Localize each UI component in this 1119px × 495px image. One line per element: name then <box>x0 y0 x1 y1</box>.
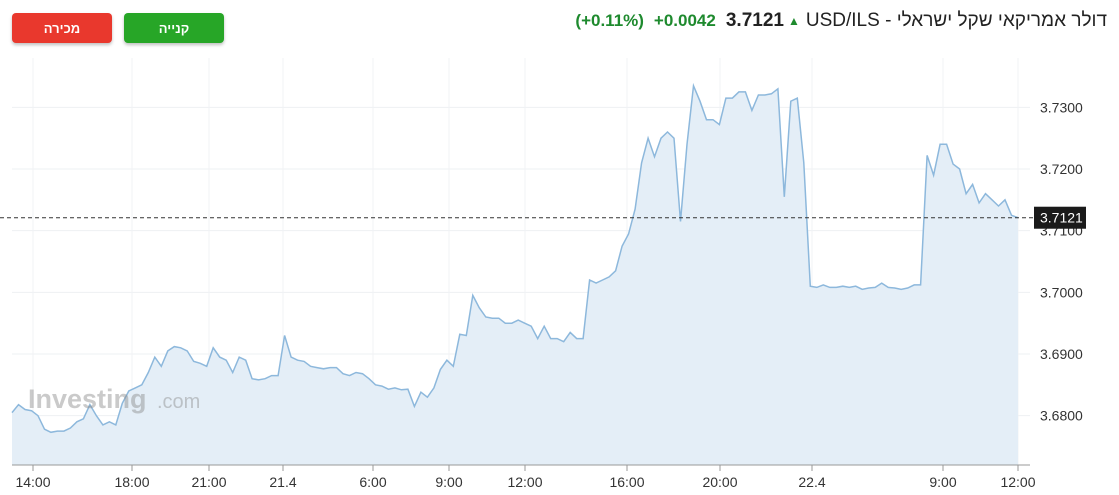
instrument-title: USD/ILS - דולר אמריקאי שקל ישראלי <box>805 10 1107 31</box>
y-tick-label: 3.6900 <box>1040 346 1083 362</box>
watermark-brand: Investing <box>28 384 147 414</box>
x-tick-label: 9:00 <box>435 474 462 490</box>
x-tick-label: 18:00 <box>114 474 149 490</box>
investing-watermark: Investing .com <box>28 384 200 414</box>
quote-header: (+0.11%) +0.0042 3.7121 ▲ USD/ILS - דולר… <box>575 10 1107 32</box>
x-axis: 14:00 18:00 21:00 21.4 6:00 9:00 12:00 16:00 20:… <box>12 464 1036 490</box>
x-tick-label: 22.4 <box>798 474 825 490</box>
x-tick-label: 12:00 <box>507 474 542 490</box>
y-tick-label: 3.6800 <box>1040 408 1083 424</box>
series-area <box>12 85 1018 466</box>
last-price: 3.7121 <box>725 10 784 31</box>
x-tick-label: 14:00 <box>15 474 50 490</box>
watermark-suffix: .com <box>157 391 200 413</box>
y-tick-label: 3.7300 <box>1040 99 1083 115</box>
arrow-up-icon: ▲ <box>787 14 800 28</box>
last-price-label: 3.7121 <box>1040 210 1083 226</box>
x-tick-label: 21.4 <box>269 474 296 490</box>
x-tick-label: 9:00 <box>929 474 956 490</box>
x-tick-label: 20:00 <box>702 474 737 490</box>
y-tick-label: 3.7200 <box>1040 161 1083 177</box>
sell-button[interactable]: מכירה <box>12 13 112 43</box>
last-price-marker: 3.7121 <box>0 206 1086 229</box>
y-tick-label: 3.7000 <box>1040 284 1083 300</box>
last-price-box <box>1034 206 1086 229</box>
x-tick-label: 6:00 <box>359 474 386 490</box>
x-tick-label: 21:00 <box>191 474 226 490</box>
change-percent: (+0.11%) <box>575 11 644 30</box>
x-tick-label: 16:00 <box>609 474 644 490</box>
buy-button[interactable]: קנייה <box>124 13 224 43</box>
change-value: +0.0042 <box>653 11 716 30</box>
x-tick-label: 12:00 <box>1000 474 1035 490</box>
chart-series <box>11 82 1019 466</box>
series-line <box>11 82 1019 434</box>
